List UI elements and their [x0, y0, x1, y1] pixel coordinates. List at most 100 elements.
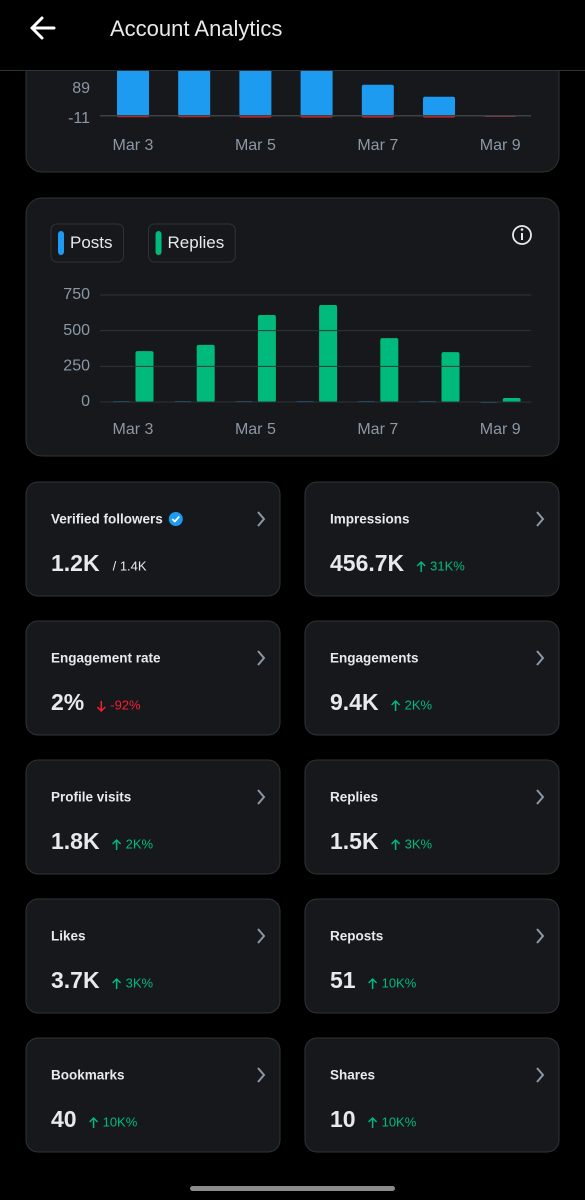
card-label: Bookmarks	[51, 1068, 125, 1083]
stat-card[interactable]: Shares 10 10K%	[304, 1037, 560, 1153]
chevron	[257, 789, 266, 805]
arrow-up	[416, 560, 426, 572]
card-bg	[25, 481, 281, 597]
card-value: 2%	[51, 689, 84, 715]
x-tick-label: Mar 7	[357, 421, 398, 438]
card-bg	[25, 898, 281, 1014]
bar	[135, 351, 154, 402]
chevron	[257, 511, 266, 527]
arrow-up	[112, 977, 122, 989]
card-value: 40	[51, 1106, 77, 1132]
card-change: 10K%	[382, 975, 417, 990]
stat-card[interactable]: Bookmarks 40 10K%	[25, 1037, 281, 1153]
stat-card[interactable]: Engagements 9.4K 2K%	[304, 620, 560, 736]
x-tick-label: Mar 5	[235, 137, 276, 154]
chevron	[257, 1067, 266, 1083]
stat-card[interactable]: Engagement rate 2% -92%	[25, 620, 281, 736]
legend-item[interactable]: Posts	[50, 223, 125, 263]
home-indicator[interactable]	[190, 1186, 395, 1191]
y-tick-label: 0	[81, 393, 90, 410]
card-label: Engagements	[330, 651, 419, 666]
card-label: Impressions	[330, 512, 410, 527]
card-bg	[304, 1037, 560, 1153]
bar	[502, 398, 521, 402]
legend-chip	[148, 223, 236, 263]
card-value: 10	[330, 1106, 356, 1132]
bar	[319, 304, 338, 402]
card-value: 1.2K	[51, 550, 100, 576]
card-label: Verified followers	[51, 512, 163, 527]
legend-item[interactable]: Replies	[148, 223, 236, 263]
chevron	[536, 1067, 545, 1083]
x-tick-label: Mar 9	[480, 421, 521, 438]
y-tick-label: 89	[72, 80, 90, 97]
card-value: 51	[330, 967, 356, 993]
verified-check	[171, 515, 180, 523]
stat-card[interactable]: Profile visits 1.8K 2K%	[25, 759, 281, 875]
bar	[239, 70, 272, 116]
legend-label: Replies	[168, 233, 225, 252]
arrow-up	[391, 838, 401, 850]
x-tick-label: Mar 3	[113, 421, 154, 438]
header	[0, 0, 585, 70]
bar	[300, 70, 333, 116]
card-label: Engagement rate	[51, 651, 161, 666]
card-total: / 1.4K	[113, 558, 147, 573]
x-tick-label: Mar 9	[480, 137, 521, 154]
card-change: 31K%	[430, 558, 465, 573]
arrow-up	[89, 1116, 99, 1128]
card-value: 456.7K	[330, 550, 405, 576]
back-button[interactable]	[30, 16, 56, 40]
card-bg	[25, 1037, 281, 1153]
bar	[196, 344, 215, 402]
card-value: 1.8K	[51, 828, 100, 854]
card-bg	[25, 759, 281, 875]
bar	[117, 70, 149, 116]
page-title: Account Analytics	[110, 16, 282, 41]
bar	[361, 84, 394, 116]
y-tick-label: 250	[63, 358, 90, 375]
card-label: Profile visits	[51, 790, 131, 805]
card-label: Likes	[51, 929, 86, 944]
stat-card[interactable]: Reposts 51 10K%	[304, 898, 560, 1014]
x-tick-label: Mar 5	[235, 421, 276, 438]
stat-card[interactable]: Replies 1.5K 3K%	[304, 759, 560, 875]
card-change: -92%	[110, 697, 141, 712]
legend-chip	[50, 223, 125, 263]
card-label: Replies	[330, 790, 378, 805]
legend-swatch	[155, 231, 162, 255]
bar	[423, 96, 455, 116]
card-change: 2K%	[405, 697, 433, 712]
chevron	[257, 928, 266, 944]
card-bg	[304, 481, 560, 597]
stat-card[interactable]: Verified followers 1.2K / 1.4K	[25, 481, 281, 597]
legend-swatch	[58, 231, 64, 255]
card-change: 3K%	[126, 975, 154, 990]
chevron	[536, 789, 545, 805]
chevron	[536, 928, 545, 944]
y-tick-label: -11	[68, 110, 90, 127]
card-value: 3.7K	[51, 967, 100, 993]
bar	[380, 338, 399, 402]
bar	[257, 314, 276, 402]
verified-badge	[168, 512, 183, 526]
stat-card[interactable]: Impressions 456.7K 31K%	[304, 481, 560, 597]
card-bg	[25, 620, 281, 736]
y-tick-label: 750	[63, 286, 90, 303]
x-tick-label: Mar 3	[113, 137, 154, 154]
arrow-up	[112, 838, 122, 850]
card-bg	[304, 759, 560, 875]
chevron	[536, 511, 545, 527]
arrow-up	[368, 1116, 378, 1128]
card-value: 9.4K	[330, 689, 379, 715]
info-icon[interactable]	[512, 225, 532, 245]
card-change: 10K%	[103, 1114, 138, 1129]
arrow-up	[391, 699, 401, 711]
bar	[178, 70, 211, 116]
card-bg	[304, 620, 560, 736]
card-bg	[304, 898, 560, 1014]
stat-card[interactable]: Likes 3.7K 3K%	[25, 898, 281, 1014]
card-label: Reposts	[330, 929, 383, 944]
